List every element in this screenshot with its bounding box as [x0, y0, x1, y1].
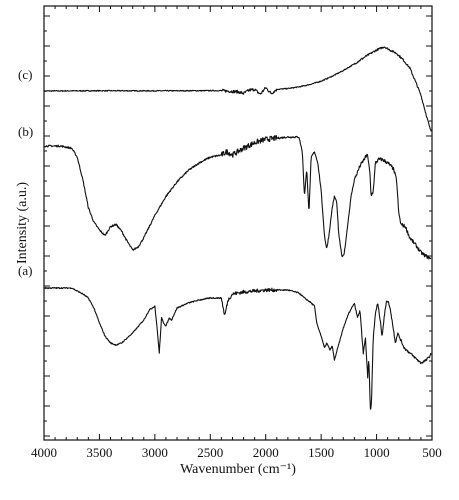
spectrum-line-c: [43, 46, 432, 132]
curve-label-c: (c): [18, 67, 32, 82]
axis-ticks: [43, 6, 433, 440]
x-axis-title: Wavenumber (cm⁻¹): [180, 462, 296, 477]
y-axis-title: Intensity (a.u.): [15, 182, 30, 264]
x-tick-label: 3000: [142, 445, 168, 460]
x-tick-label: 500: [422, 445, 442, 460]
curve-label-b: (b): [18, 124, 33, 139]
x-tick-label: 4000: [31, 445, 57, 460]
spectrum-line-a: [43, 286, 432, 410]
x-tick-label: 1500: [308, 445, 334, 460]
spectra-curves: [43, 46, 432, 410]
x-tick-label: 1000: [364, 445, 390, 460]
x-tick-label: 2500: [197, 445, 223, 460]
curve-label-a: (a): [18, 263, 32, 278]
x-tick-label: 3500: [86, 445, 112, 460]
spectrum-line-b: [43, 135, 432, 260]
x-tick-labels: 4000 3500 3000 2500 2000 1500 1000 500: [31, 445, 442, 460]
plot-frame: [43, 5, 433, 441]
curve-labels: (c) (b) (a): [18, 67, 33, 278]
x-tick-label: 2000: [253, 445, 279, 460]
